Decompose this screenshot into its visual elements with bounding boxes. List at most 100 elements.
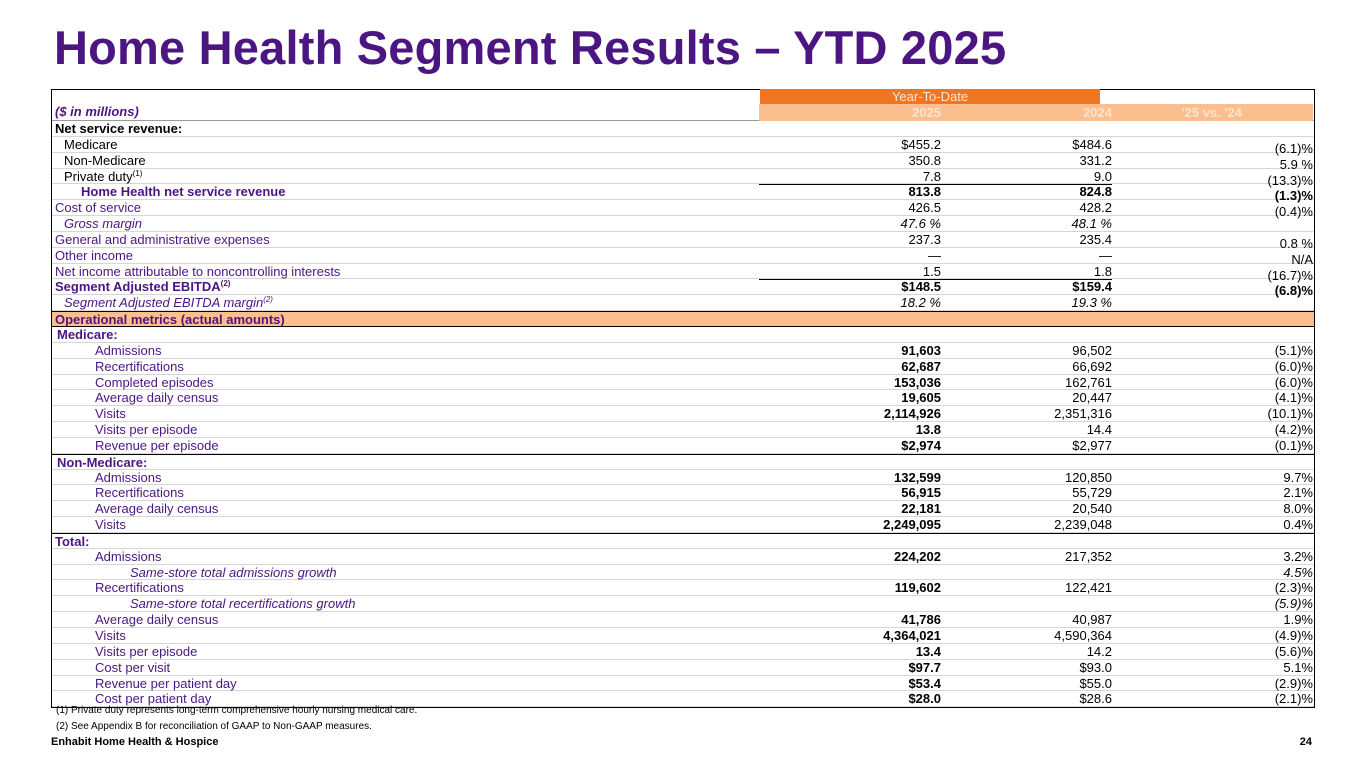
value-2025: 41,786 bbox=[901, 612, 941, 628]
row-label: Gross margin bbox=[64, 216, 142, 231]
table-row: Other income — — N/A bbox=[52, 248, 1314, 267]
row-label: Visits bbox=[95, 628, 126, 643]
row-label: Home Health net service revenue bbox=[81, 184, 285, 199]
value-change: (6.8)% bbox=[1274, 283, 1313, 299]
value-2025: 18.2 % bbox=[900, 295, 941, 311]
table-row: Segment Adjusted EBITDA margin(2) 18.2 % 1… bbox=[52, 295, 1314, 312]
value-2024: 55,729 bbox=[1072, 485, 1112, 501]
value-2024: 824.8 bbox=[1079, 184, 1112, 200]
table-row: Visits 2,114,926 2,351,316 (10.1)% bbox=[52, 406, 1314, 423]
table-row: Visits per episode 13.8 14.4 (4.2)% bbox=[52, 422, 1314, 438]
row-label-text: Same-store total admissions growth bbox=[130, 564, 337, 580]
value-2025: 350.8 bbox=[908, 152, 941, 168]
table-row: Home Health net service revenue 813.8 824.… bbox=[52, 184, 1314, 203]
column-2024: 2024 bbox=[1083, 105, 1112, 120]
footnote-1: (1) Private duty represents long-term co… bbox=[56, 705, 418, 716]
column-change: '25 vs. '24 bbox=[1181, 105, 1242, 120]
row-label: Other income bbox=[55, 248, 133, 263]
row-label: Cost per patient day bbox=[95, 691, 211, 706]
value-change: (2.1)% bbox=[1274, 691, 1313, 707]
table-header-row: ($ in millions) 2025 2024 '25 vs. '24 bbox=[52, 90, 1314, 121]
row-label: Revenue per episode bbox=[95, 438, 219, 453]
row-label-text: Visits bbox=[95, 517, 126, 533]
value-2024: 40,987 bbox=[1072, 612, 1112, 628]
row-label-text: Other income bbox=[55, 247, 134, 263]
value-change: (6.0)% bbox=[1274, 374, 1313, 390]
row-label-text: Non-Medicare bbox=[64, 152, 146, 168]
table-row: Net income attributable to noncontrollin… bbox=[52, 263, 1314, 283]
value-2025: 2,114,926 bbox=[883, 406, 941, 422]
value-2024: 2,239,048 bbox=[1054, 517, 1112, 533]
value-change: (6.1)% bbox=[1274, 140, 1313, 156]
value-2024: 1.8 bbox=[1093, 263, 1112, 279]
row-label: Completed episodes bbox=[95, 375, 214, 390]
value-2025: 47.6 % bbox=[900, 216, 941, 232]
section-header-row: Total: bbox=[52, 532, 1314, 549]
row-label: Average daily census bbox=[95, 390, 218, 405]
row-label-text: Recertifications bbox=[95, 485, 184, 501]
value-change: 9.7% bbox=[1283, 469, 1313, 485]
row-label-text: Visits bbox=[95, 406, 126, 422]
subtotal-rule bbox=[942, 184, 1112, 186]
value-2024: 20,540 bbox=[1072, 501, 1112, 517]
row-label: Admissions bbox=[95, 343, 161, 358]
table-row: Admissions 91,603 96,502 (5.1)% bbox=[52, 343, 1314, 359]
row-label-text: Average daily census bbox=[95, 612, 219, 628]
ops-band: Operational metrics (actual amounts) bbox=[52, 311, 1314, 327]
row-label: Net income attributable to noncontrollin… bbox=[55, 264, 340, 279]
value-change: (5.6)% bbox=[1274, 643, 1313, 659]
value-2024: $93.0 bbox=[1079, 659, 1112, 675]
value-change: (10.1)% bbox=[1267, 406, 1313, 422]
row-label: Net service revenue: bbox=[55, 121, 182, 136]
column-2025: 2025 bbox=[912, 105, 941, 120]
row-label: Non-Medicare bbox=[64, 153, 146, 168]
value-2024: $484.6 bbox=[1072, 136, 1112, 152]
table-row: Average daily census 19,605 20,447 (4.1)% bbox=[52, 390, 1314, 407]
table-row: Net service revenue: bbox=[52, 121, 1314, 137]
table-row: Admissions 224,202 217,352 3.2% bbox=[52, 549, 1314, 565]
table-row: Cost per visit $97.7 $93.0 5.1% bbox=[52, 660, 1314, 676]
value-change: 0.4% bbox=[1283, 517, 1313, 533]
table-row: Revenue per patient day $53.4 $55.0 (2.9)% bbox=[52, 676, 1314, 692]
row-label: Medicare bbox=[64, 137, 117, 152]
value-2024: $159.4 bbox=[1072, 279, 1112, 295]
value-2025: 56,915 bbox=[901, 485, 941, 501]
value-2024: $2,977 bbox=[1072, 437, 1112, 453]
table-row: General and administrative expenses 237.3… bbox=[52, 232, 1314, 251]
row-label: Admissions bbox=[95, 549, 161, 564]
row-label: Visits bbox=[95, 517, 126, 532]
company-name: Enhabit Home Health & Hospice bbox=[51, 736, 219, 748]
row-label: Same-store total admissions growth bbox=[130, 565, 337, 580]
table-row: Average daily census 22,181 20,540 8.0% bbox=[52, 501, 1314, 518]
row-label-text: Cost per visit bbox=[95, 659, 171, 675]
value-2025: $148.5 bbox=[901, 279, 941, 295]
row-label-text: Home Health net service revenue bbox=[81, 184, 286, 200]
table-row: Admissions 132,599 120,850 9.7% bbox=[52, 470, 1314, 486]
row-label-text: Cost of service bbox=[55, 200, 141, 216]
value-2024: 428.2 bbox=[1079, 200, 1112, 216]
value-2025: 119,602 bbox=[894, 580, 941, 596]
section-label: Medicare: bbox=[57, 326, 118, 342]
value-2025: 132,599 bbox=[894, 469, 941, 485]
value-change: (5.9)% bbox=[1274, 596, 1313, 612]
value-change: 4.5% bbox=[1283, 564, 1313, 580]
value-change: 1.9% bbox=[1283, 612, 1313, 628]
row-label-text: Average daily census bbox=[95, 390, 219, 406]
row-label-text: Recertifications bbox=[95, 358, 184, 374]
value-2025: 13.8 bbox=[915, 422, 941, 438]
value-2024: 122,421 bbox=[1065, 580, 1112, 596]
table-row: Private duty(1) 7.8 9.0 (13.3)% bbox=[52, 168, 1314, 188]
table-row: Recertifications 119,602 122,421 (2.3)% bbox=[52, 580, 1314, 597]
value-2024: 217,352 bbox=[1065, 548, 1112, 564]
value-change: 0.8 % bbox=[1279, 235, 1313, 251]
value-change: (0.1)% bbox=[1274, 437, 1313, 453]
row-label-text: Visits per episode bbox=[95, 643, 198, 659]
value-2025: $455.2 bbox=[901, 136, 941, 152]
value-2025: $97.7 bbox=[908, 659, 941, 675]
value-2025: 1.5 bbox=[922, 263, 941, 279]
value-2024: 162,761 bbox=[1065, 374, 1112, 390]
row-label-text: Private duty bbox=[64, 168, 133, 184]
value-2024: 96,502 bbox=[1072, 342, 1112, 358]
table-row: Same-store total admissions growth 4.5% bbox=[52, 565, 1314, 581]
subtotal-rule bbox=[759, 184, 942, 186]
